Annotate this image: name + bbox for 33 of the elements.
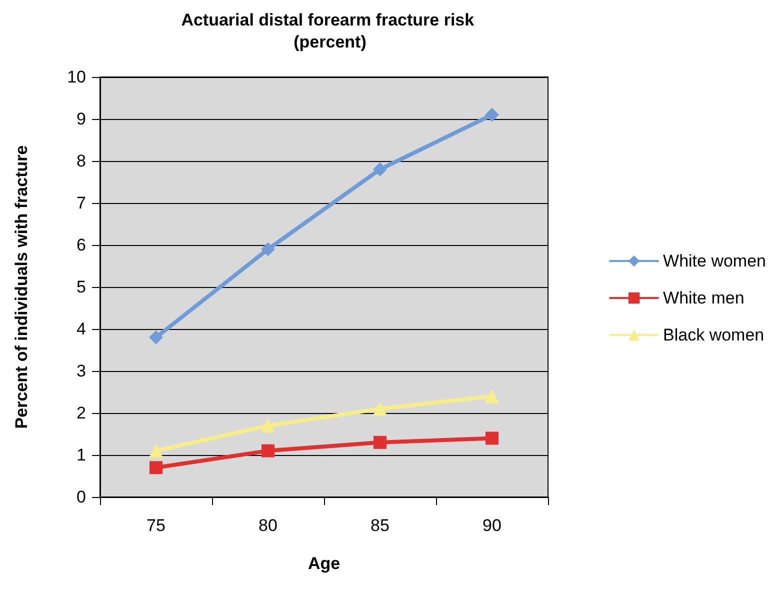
legend-label: White men [663, 288, 744, 308]
point [149, 444, 163, 458]
point [485, 389, 499, 404]
point [485, 108, 499, 122]
point [486, 432, 498, 445]
x-tick-label: 90 [482, 516, 502, 535]
x-tick-label: 85 [370, 516, 390, 535]
x-tick-label: 80 [258, 516, 278, 535]
y-tick-label: 6 [76, 236, 86, 254]
y-axis-title: Percent of individuals with fracture [12, 145, 31, 429]
point [262, 444, 274, 458]
legend-label: Black women [663, 326, 764, 344]
legend-label: White women [663, 252, 766, 270]
y-tick-label: 5 [76, 278, 86, 296]
y-tick-label: 9 [76, 110, 86, 128]
y-tick-label: 4 [76, 320, 86, 338]
point [261, 242, 275, 256]
x-tick-label: 75 [146, 516, 166, 535]
point [261, 418, 275, 433]
y-tick-label: 0 [76, 488, 86, 506]
point [373, 402, 387, 416]
point [150, 461, 162, 474]
y-tick-label: 10 [67, 68, 86, 86]
y-tick-label: 3 [76, 362, 86, 380]
point [373, 162, 387, 176]
point [149, 330, 163, 344]
x-axis-title: Age [308, 554, 340, 573]
chart-title: Actuarial distal forearm fracture risk (percent) [181, 10, 479, 52]
y-tick-label: 8 [76, 152, 86, 170]
y-tick-label: 1 [76, 446, 86, 464]
y-tick-label: 2 [76, 404, 86, 422]
y-tick-label: 7 [76, 194, 86, 212]
point [374, 436, 386, 449]
